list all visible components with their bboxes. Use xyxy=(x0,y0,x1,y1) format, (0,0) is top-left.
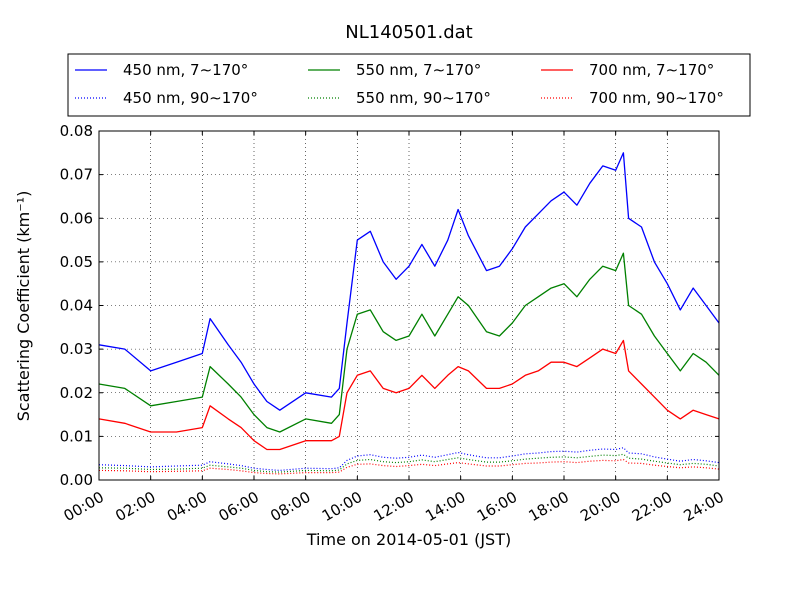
legend-label: 550 nm, 90∼170° xyxy=(356,89,491,107)
y-tick-label: 0.04 xyxy=(60,297,93,315)
x-axis-label: Time on 2014-05-01 (JST) xyxy=(306,530,511,549)
y-tick-label: 0.06 xyxy=(60,209,93,227)
chart-title: NL140501.dat xyxy=(345,22,472,43)
legend-label: 550 nm, 7∼170° xyxy=(356,61,481,79)
y-tick-label: 0.01 xyxy=(60,427,93,445)
series-layer xyxy=(98,152,720,475)
legend: 450 nm, 7∼170° 550 nm, 7∼170° 700 nm, 7∼17… xyxy=(67,53,751,117)
series-line xyxy=(98,458,720,475)
grid xyxy=(99,131,719,480)
y-tick-label: 0.05 xyxy=(60,253,93,271)
series-line xyxy=(98,453,720,473)
y-tick-label: 0.08 xyxy=(60,122,93,140)
series-line xyxy=(98,252,720,433)
series-line xyxy=(98,152,720,411)
y-tick-label: 0.03 xyxy=(60,340,93,358)
y-tick-label: 0.02 xyxy=(60,384,93,402)
legend-label: 700 nm, 7∼170° xyxy=(589,61,714,79)
legend-box xyxy=(67,53,751,117)
legend-label: 700 nm, 90∼170° xyxy=(589,89,724,107)
legend-label: 450 nm, 90∼170° xyxy=(123,89,258,107)
series-line xyxy=(98,447,720,471)
legend-label: 450 nm, 7∼170° xyxy=(123,61,248,79)
y-tick-label: 0.07 xyxy=(60,166,93,184)
y-tick-label: 0.00 xyxy=(60,471,93,489)
series-line xyxy=(98,339,720,451)
y-axis: 0.00 0.01 0.02 0.03 0.04 0.05 0.06 0.07 0.08 xyxy=(60,122,719,489)
y-axis-label: Scattering Coefficient (km⁻¹) xyxy=(14,191,33,422)
